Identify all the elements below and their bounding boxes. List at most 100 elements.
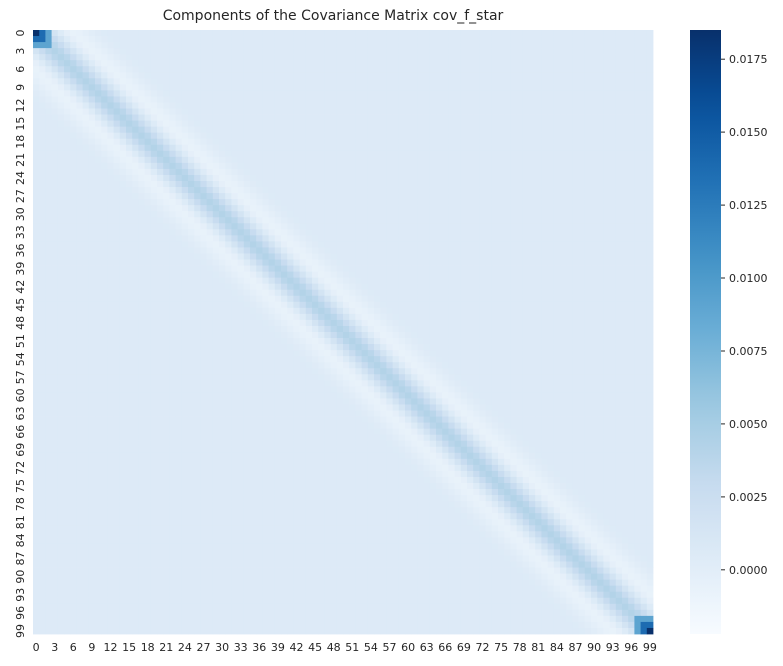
heatmap-cell bbox=[57, 187, 65, 194]
heatmap-cell bbox=[355, 66, 362, 73]
heatmap-cell bbox=[262, 72, 269, 79]
heatmap-cell bbox=[429, 265, 437, 272]
heatmap-cell bbox=[516, 211, 524, 218]
heatmap-cell bbox=[361, 259, 369, 266]
heatmap-cell bbox=[498, 36, 505, 43]
heatmap-cell bbox=[448, 168, 455, 176]
heatmap-cell bbox=[76, 289, 83, 297]
heatmap-cell bbox=[473, 235, 480, 242]
heatmap-cell bbox=[318, 259, 325, 266]
heatmap-cell bbox=[324, 187, 331, 194]
heatmap-cell bbox=[367, 126, 375, 134]
heatmap-cell bbox=[88, 187, 96, 194]
heatmap-cell bbox=[380, 84, 387, 91]
heatmap-cell bbox=[442, 301, 449, 309]
heatmap-cell bbox=[591, 307, 598, 315]
heatmap-cell bbox=[640, 114, 648, 121]
heatmap-cell bbox=[622, 193, 629, 200]
heatmap-cell bbox=[522, 120, 530, 128]
heatmap-cell bbox=[88, 60, 96, 67]
heatmap-cell bbox=[305, 120, 313, 128]
heatmap-cell bbox=[609, 241, 617, 248]
heatmap-cell bbox=[516, 325, 524, 333]
heatmap-cell bbox=[485, 36, 493, 43]
heatmap-cell bbox=[200, 168, 207, 176]
heatmap-cell bbox=[516, 60, 524, 67]
heatmap-cell bbox=[243, 289, 251, 297]
heatmap-cell bbox=[553, 199, 561, 206]
heatmap-cell bbox=[615, 193, 623, 200]
heatmap-cell bbox=[622, 78, 629, 85]
heatmap-cell bbox=[231, 120, 238, 128]
heatmap-cell bbox=[163, 162, 170, 170]
heatmap-cell bbox=[467, 211, 474, 218]
heatmap-cell bbox=[597, 48, 604, 55]
heatmap-cell bbox=[386, 96, 393, 103]
heatmap-cell bbox=[330, 229, 338, 236]
heatmap-cell bbox=[510, 289, 517, 297]
heatmap-cell bbox=[51, 144, 59, 152]
heatmap-cell bbox=[423, 144, 431, 152]
heatmap-cell bbox=[467, 168, 474, 176]
heatmap-cell bbox=[107, 126, 114, 134]
heatmap-cell bbox=[126, 120, 133, 128]
heatmap-cell bbox=[256, 313, 263, 321]
heatmap-cell bbox=[634, 96, 641, 103]
heatmap-cell bbox=[163, 247, 170, 254]
heatmap-cell bbox=[392, 96, 400, 103]
heatmap-cell bbox=[336, 319, 344, 327]
heatmap-cell bbox=[119, 277, 127, 285]
heatmap-cell bbox=[343, 247, 350, 254]
heatmap-cell bbox=[417, 114, 424, 121]
heatmap-cell bbox=[138, 241, 145, 248]
heatmap-cell bbox=[250, 271, 257, 279]
heatmap-cell bbox=[45, 229, 52, 236]
heatmap-cell bbox=[386, 168, 393, 176]
heatmap-cell bbox=[126, 138, 133, 146]
heatmap-cell bbox=[206, 277, 214, 285]
heatmap-cell bbox=[57, 205, 65, 212]
heatmap-cell bbox=[429, 283, 437, 291]
heatmap-cell bbox=[460, 325, 468, 333]
heatmap-cell bbox=[560, 199, 567, 206]
heatmap-cell bbox=[200, 54, 207, 61]
heatmap-cell bbox=[150, 168, 158, 176]
heatmap-cell bbox=[603, 96, 610, 103]
heatmap-cell bbox=[305, 205, 313, 212]
heatmap-cell bbox=[535, 289, 542, 297]
heatmap-cell bbox=[268, 132, 276, 140]
heatmap-cell bbox=[119, 42, 127, 49]
heatmap-cell bbox=[553, 283, 561, 291]
heatmap-cell bbox=[603, 156, 610, 164]
heatmap-cell bbox=[101, 102, 108, 109]
heatmap-cell bbox=[256, 235, 263, 242]
heatmap-cell bbox=[181, 217, 189, 224]
heatmap-cell bbox=[603, 84, 610, 91]
heatmap-cell bbox=[516, 30, 524, 37]
heatmap-cell bbox=[281, 144, 288, 152]
heatmap-cell bbox=[64, 307, 71, 315]
heatmap-cell bbox=[256, 30, 263, 37]
heatmap-cell bbox=[349, 259, 356, 266]
heatmap-cell bbox=[144, 325, 152, 333]
heatmap-cell bbox=[591, 132, 598, 140]
heatmap-cell bbox=[547, 265, 555, 272]
heatmap-cell bbox=[442, 156, 449, 164]
heatmap-cell bbox=[212, 319, 220, 327]
heatmap-cell bbox=[287, 84, 294, 91]
heatmap-cell bbox=[529, 150, 536, 158]
heatmap-cell bbox=[386, 156, 393, 164]
heatmap-cell bbox=[578, 84, 586, 91]
heatmap-cell bbox=[467, 42, 474, 49]
heatmap-cell bbox=[107, 54, 114, 61]
heatmap-cell bbox=[566, 247, 573, 254]
heatmap-cell bbox=[417, 60, 424, 67]
heatmap-cell bbox=[70, 96, 77, 103]
heatmap-cell bbox=[405, 132, 412, 140]
heatmap-cell bbox=[188, 132, 195, 140]
heatmap-cell bbox=[200, 66, 207, 73]
heatmap-cell bbox=[634, 114, 641, 121]
heatmap-cell bbox=[398, 313, 406, 321]
heatmap-cell bbox=[188, 205, 195, 212]
